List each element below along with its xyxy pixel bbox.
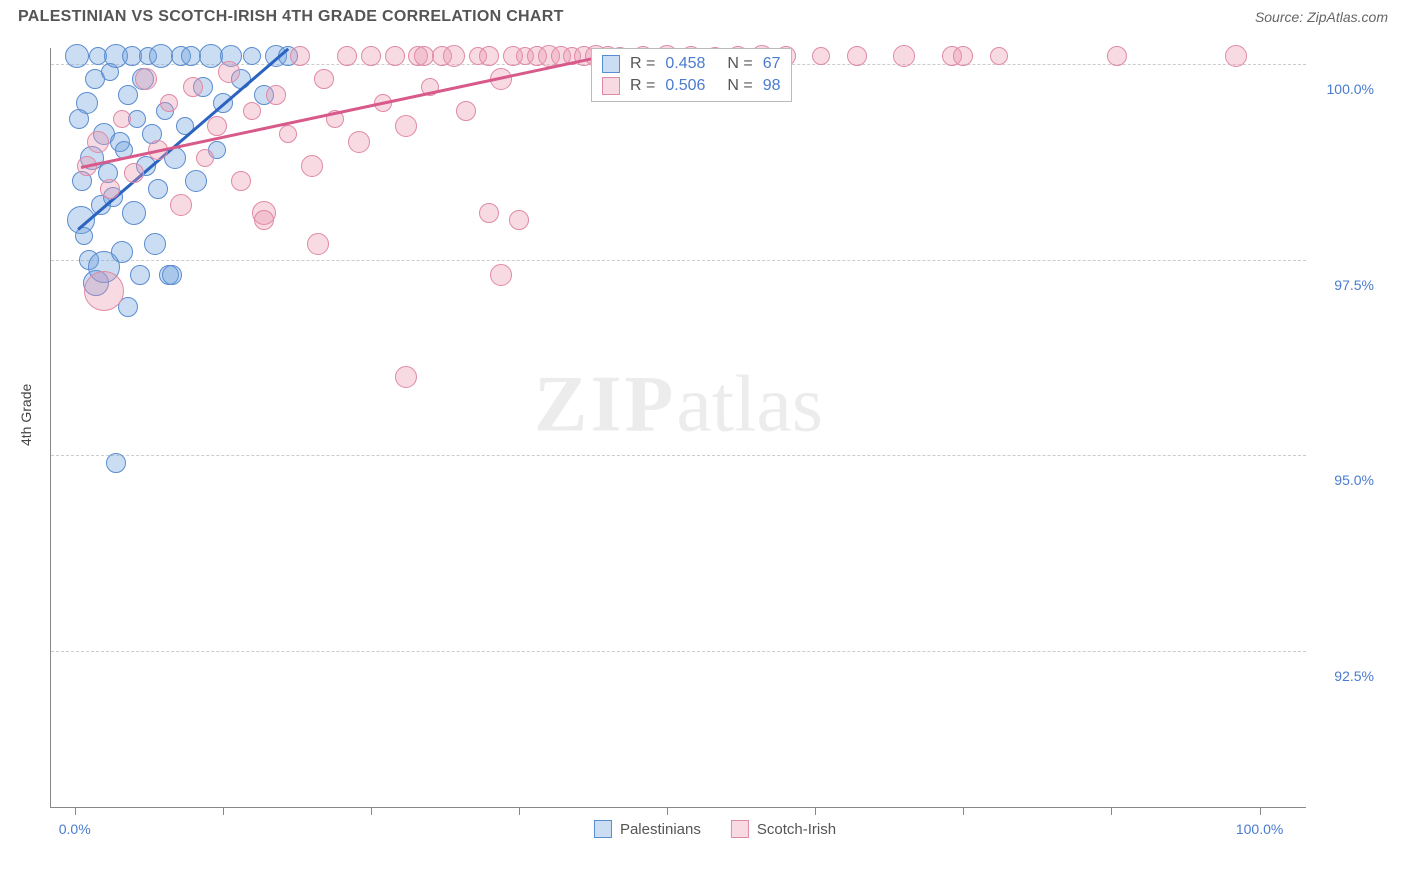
data-point [185, 170, 207, 192]
data-point [160, 94, 178, 112]
data-point [443, 45, 465, 67]
data-point [395, 115, 417, 137]
legend-n-label: N = [727, 77, 752, 95]
data-point [254, 210, 274, 230]
legend-item: Scotch-Irish [731, 820, 836, 838]
gridline [51, 651, 1306, 652]
legend-label: Palestinians [620, 821, 701, 838]
data-point [65, 44, 89, 68]
data-point [266, 85, 286, 105]
data-point [243, 102, 261, 120]
data-point [218, 61, 240, 83]
data-point [893, 45, 915, 67]
data-point [113, 110, 131, 128]
x-tick [667, 807, 668, 815]
data-point [812, 47, 830, 65]
data-point [106, 453, 126, 473]
legend-n-label: N = [727, 55, 752, 73]
data-point [479, 46, 499, 66]
data-point [348, 131, 370, 153]
data-point [337, 46, 357, 66]
data-point [990, 47, 1008, 65]
legend-item: Palestinians [594, 820, 701, 838]
gridline [51, 260, 1306, 261]
data-point [1107, 46, 1127, 66]
data-point [1225, 45, 1247, 67]
data-point [149, 44, 173, 68]
legend-r-label: R = [630, 77, 655, 95]
gridline [51, 455, 1306, 456]
x-tick [371, 807, 372, 815]
data-point [509, 210, 529, 230]
data-point [279, 125, 297, 143]
legend-row: R = 0.458 N = 67 [602, 53, 781, 75]
data-point [301, 155, 323, 177]
data-point [162, 265, 182, 285]
data-point [196, 149, 214, 167]
y-tick-label: 92.5% [1314, 668, 1374, 684]
data-point [100, 179, 120, 199]
legend-swatch [602, 77, 620, 95]
legend-n-value: 98 [763, 77, 781, 95]
x-tick [1111, 807, 1112, 815]
legend-n-value: 67 [763, 55, 781, 73]
source-label: Source: ZipAtlas.com [1255, 9, 1388, 25]
data-point [479, 203, 499, 223]
watermark: ZIPatlas [534, 359, 823, 450]
legend-swatch [594, 820, 612, 838]
legend-row: R = 0.506 N = 98 [602, 75, 781, 97]
data-point [490, 264, 512, 286]
legend-r-label: R = [630, 55, 655, 73]
data-point [953, 46, 973, 66]
data-point [290, 46, 310, 66]
data-point [207, 116, 227, 136]
data-point [122, 201, 146, 225]
data-point [148, 179, 168, 199]
data-point [124, 163, 144, 183]
data-point [111, 241, 133, 263]
data-point [307, 233, 329, 255]
legend-swatch [731, 820, 749, 838]
y-tick-label: 95.0% [1314, 472, 1374, 488]
x-tick [519, 807, 520, 815]
y-tick-label: 97.5% [1314, 277, 1374, 293]
data-point [135, 68, 157, 90]
x-tick [963, 807, 964, 815]
data-point [385, 46, 405, 66]
data-point [170, 194, 192, 216]
data-point [243, 47, 261, 65]
data-point [128, 110, 146, 128]
data-point [847, 46, 867, 66]
data-point [361, 46, 381, 66]
x-tick [75, 807, 76, 815]
data-point [76, 92, 98, 114]
legend-label: Scotch-Irish [757, 821, 836, 838]
legend-swatch [602, 55, 620, 73]
data-point [130, 265, 150, 285]
data-point [87, 131, 109, 153]
data-point [181, 46, 201, 66]
series-legend: Palestinians Scotch-Irish [594, 820, 836, 838]
x-tick [1260, 807, 1261, 815]
scatter-plot: ZIPatlas R =0.458N =67R =0.506N =98 100.… [50, 48, 1306, 808]
stats-legend: R = 0.458 N = 67 R = 0.506 N = 98 [591, 48, 792, 102]
data-point [456, 101, 476, 121]
chart-title: PALESTINIAN VS SCOTCH-IRISH 4TH GRADE CO… [18, 8, 564, 26]
data-point [183, 77, 203, 97]
x-tick [815, 807, 816, 815]
x-tick-label: 100.0% [1236, 821, 1283, 837]
data-point [84, 271, 124, 311]
data-point [314, 69, 334, 89]
data-point [231, 171, 251, 191]
data-point [118, 85, 138, 105]
y-axis-label: 4th Grade [18, 384, 34, 446]
x-tick [223, 807, 224, 815]
y-tick-label: 100.0% [1314, 81, 1374, 97]
legend-r-value: 0.506 [665, 77, 705, 95]
x-tick-label: 0.0% [59, 821, 91, 837]
data-point [395, 366, 417, 388]
data-point [144, 233, 166, 255]
legend-r-value: 0.458 [665, 55, 705, 73]
